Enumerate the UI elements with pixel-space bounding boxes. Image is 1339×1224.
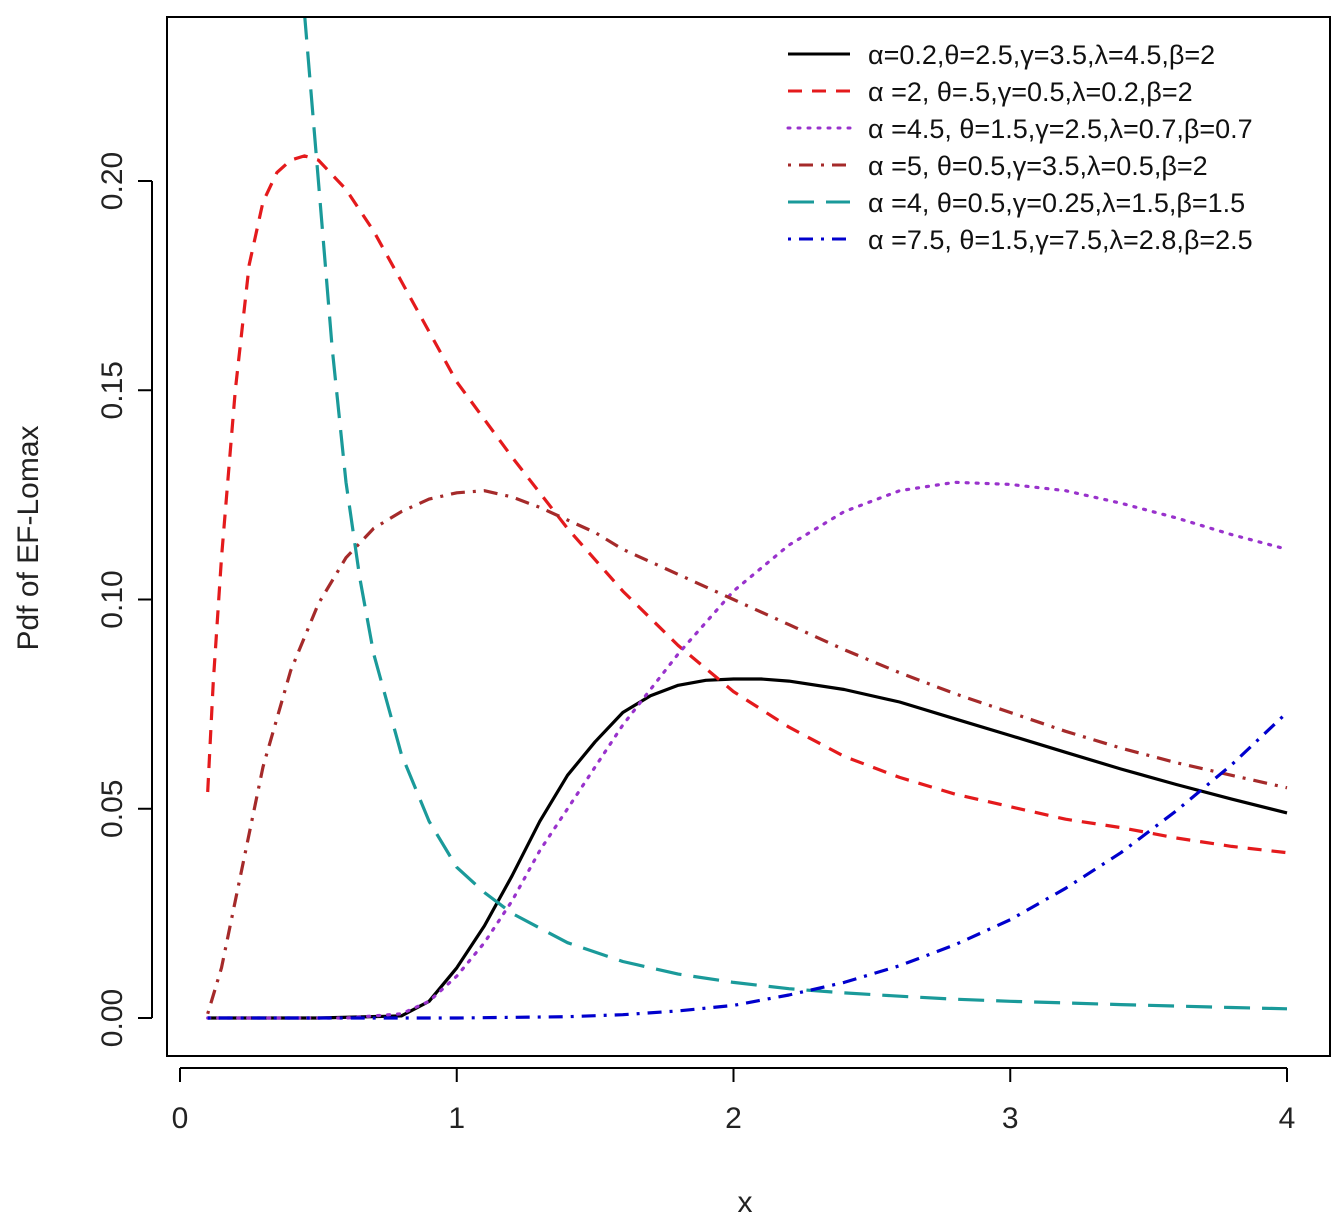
- legend-entry-2: α =2, θ=.5,γ=0.5,λ=0.2,β=2: [868, 77, 1193, 107]
- y-tick-label: 0.20: [96, 152, 129, 210]
- x-tick-label: 1: [448, 1102, 465, 1135]
- x-axis-title: x: [738, 1186, 753, 1219]
- y-axis-title: Pdf of EF-Lomax: [12, 425, 45, 650]
- y-tick-label: 0.05: [96, 780, 129, 838]
- x-axis: 0 1 2 3 4: [172, 1067, 1296, 1135]
- series-line-5: [303, 18, 1288, 1011]
- series-line-6: [207, 711, 1289, 1020]
- series-line-4: [206, 489, 1288, 1015]
- legend-entry-4: α =5, θ=0.5,γ=3.5,λ=0.5,β=2: [868, 151, 1208, 181]
- series-line-3: [206, 480, 1289, 1020]
- y-tick-label: 0.15: [96, 361, 129, 419]
- y-axis: 0.00 0.05 0.10 0.15 0.20: [96, 152, 153, 1047]
- x-tick-label: 0: [172, 1102, 189, 1135]
- legend-entry-6: α =7.5, θ=1.5,γ=7.5,λ=2.8,β=2.5: [868, 225, 1253, 255]
- legend-entry-3: α =4.5, θ=1.5,γ=2.5,λ=0.7,β=0.7: [868, 114, 1253, 144]
- x-tick-label: 2: [725, 1102, 742, 1135]
- legend-entry-1: α=0.2,θ=2.5,γ=3.5,λ=4.5,β=2: [868, 40, 1215, 70]
- plot-frame: [166, 16, 1331, 1057]
- series-line-2: [206, 154, 1288, 855]
- series-layer: [206, 18, 1289, 1020]
- x-tick-label: 4: [1279, 1102, 1296, 1135]
- y-tick-label: 0.00: [96, 989, 129, 1047]
- x-tick-label: 3: [1002, 1102, 1019, 1135]
- y-tick-label: 0.10: [96, 570, 129, 628]
- series-line-1: [207, 677, 1288, 1020]
- legend-entry-5: α =4, θ=0.5,γ=0.25,λ=1.5,β=1.5: [868, 188, 1245, 218]
- legend: α=0.2,θ=2.5,γ=3.5,λ=4.5,β=2 α =2, θ=.5,γ=…: [786, 40, 1253, 255]
